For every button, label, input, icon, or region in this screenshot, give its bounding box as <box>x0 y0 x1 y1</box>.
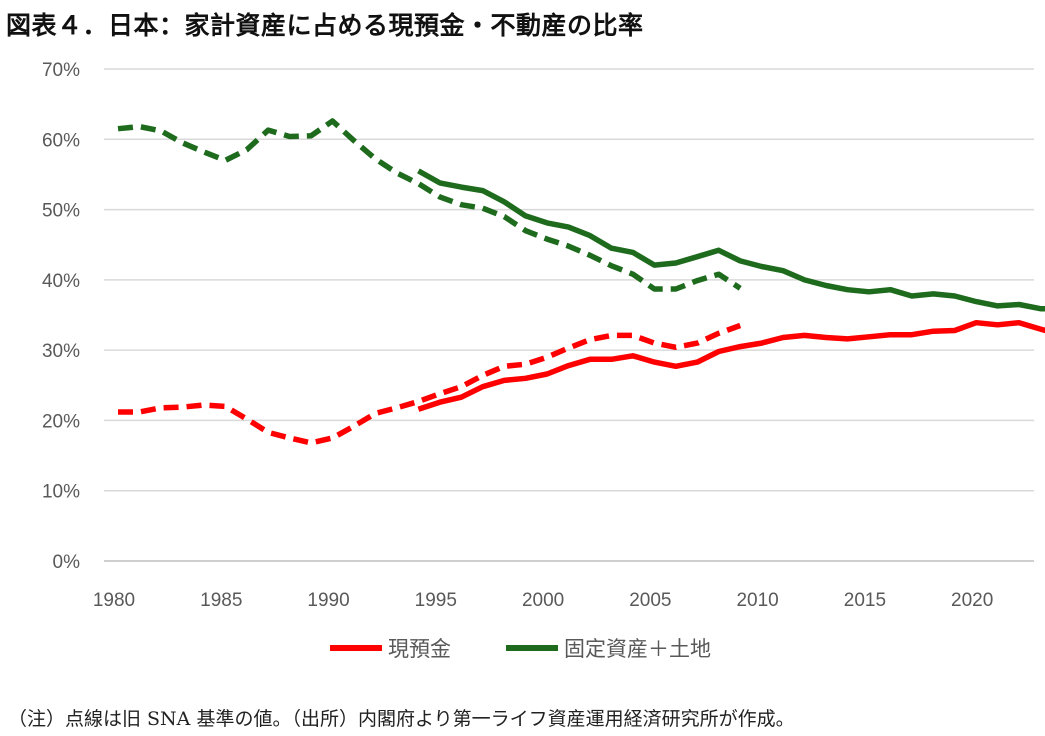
series-lines <box>117 118 1045 446</box>
y-tick-label: 70% <box>42 60 80 81</box>
legend: 現預金 固定資産＋土地 <box>330 637 711 661</box>
line-chart: 0% 10% 20% 30% 40% 50% 60% 70% 1980 1985 1990 1995… <box>42 60 1045 661</box>
fixed-assets-land-line <box>417 168 1045 312</box>
y-tick-label: 10% <box>42 482 80 503</box>
legend-label: 固定資産＋土地 <box>564 637 711 661</box>
x-tick-label: 1990 <box>307 590 349 611</box>
gridlines <box>104 68 1034 562</box>
fixed-assets-land-old-sna-line <box>117 118 742 292</box>
y-tick-label: 50% <box>42 201 80 222</box>
x-tick-label: 1985 <box>200 590 242 611</box>
cash-deposits-line <box>417 319 1045 412</box>
y-tick-label: 20% <box>42 411 80 432</box>
chart-title: 図表４．日本：家計資産に占める現預金・不動産の比率 <box>6 11 644 40</box>
x-tick-label: 1995 <box>415 590 457 611</box>
legend-label: 現預金 <box>388 637 451 661</box>
x-axis-tick-labels: 1980 1985 1990 1995 2000 2005 2010 2015 2020 <box>93 590 993 611</box>
x-tick-label: 2005 <box>629 590 671 611</box>
x-tick-label: 2010 <box>736 590 778 611</box>
x-tick-label: 1980 <box>93 590 135 611</box>
y-tick-label: 60% <box>42 130 80 151</box>
x-tick-label: 2000 <box>522 590 564 611</box>
y-tick-label: 30% <box>42 341 80 362</box>
x-tick-label: 2015 <box>844 590 886 611</box>
y-tick-label: 40% <box>42 271 80 292</box>
y-tick-label: 0% <box>53 552 81 573</box>
footnote: （注）点線は旧 SNA 基準の値。（出所）内閣府より第一ライフ資産運用経済研究所… <box>8 708 795 730</box>
cash-deposits-old-sna-line <box>118 322 742 446</box>
y-axis-tick-labels: 0% 10% 20% 30% 40% 50% 60% 70% <box>42 60 80 573</box>
x-tick-label: 2020 <box>951 590 993 611</box>
